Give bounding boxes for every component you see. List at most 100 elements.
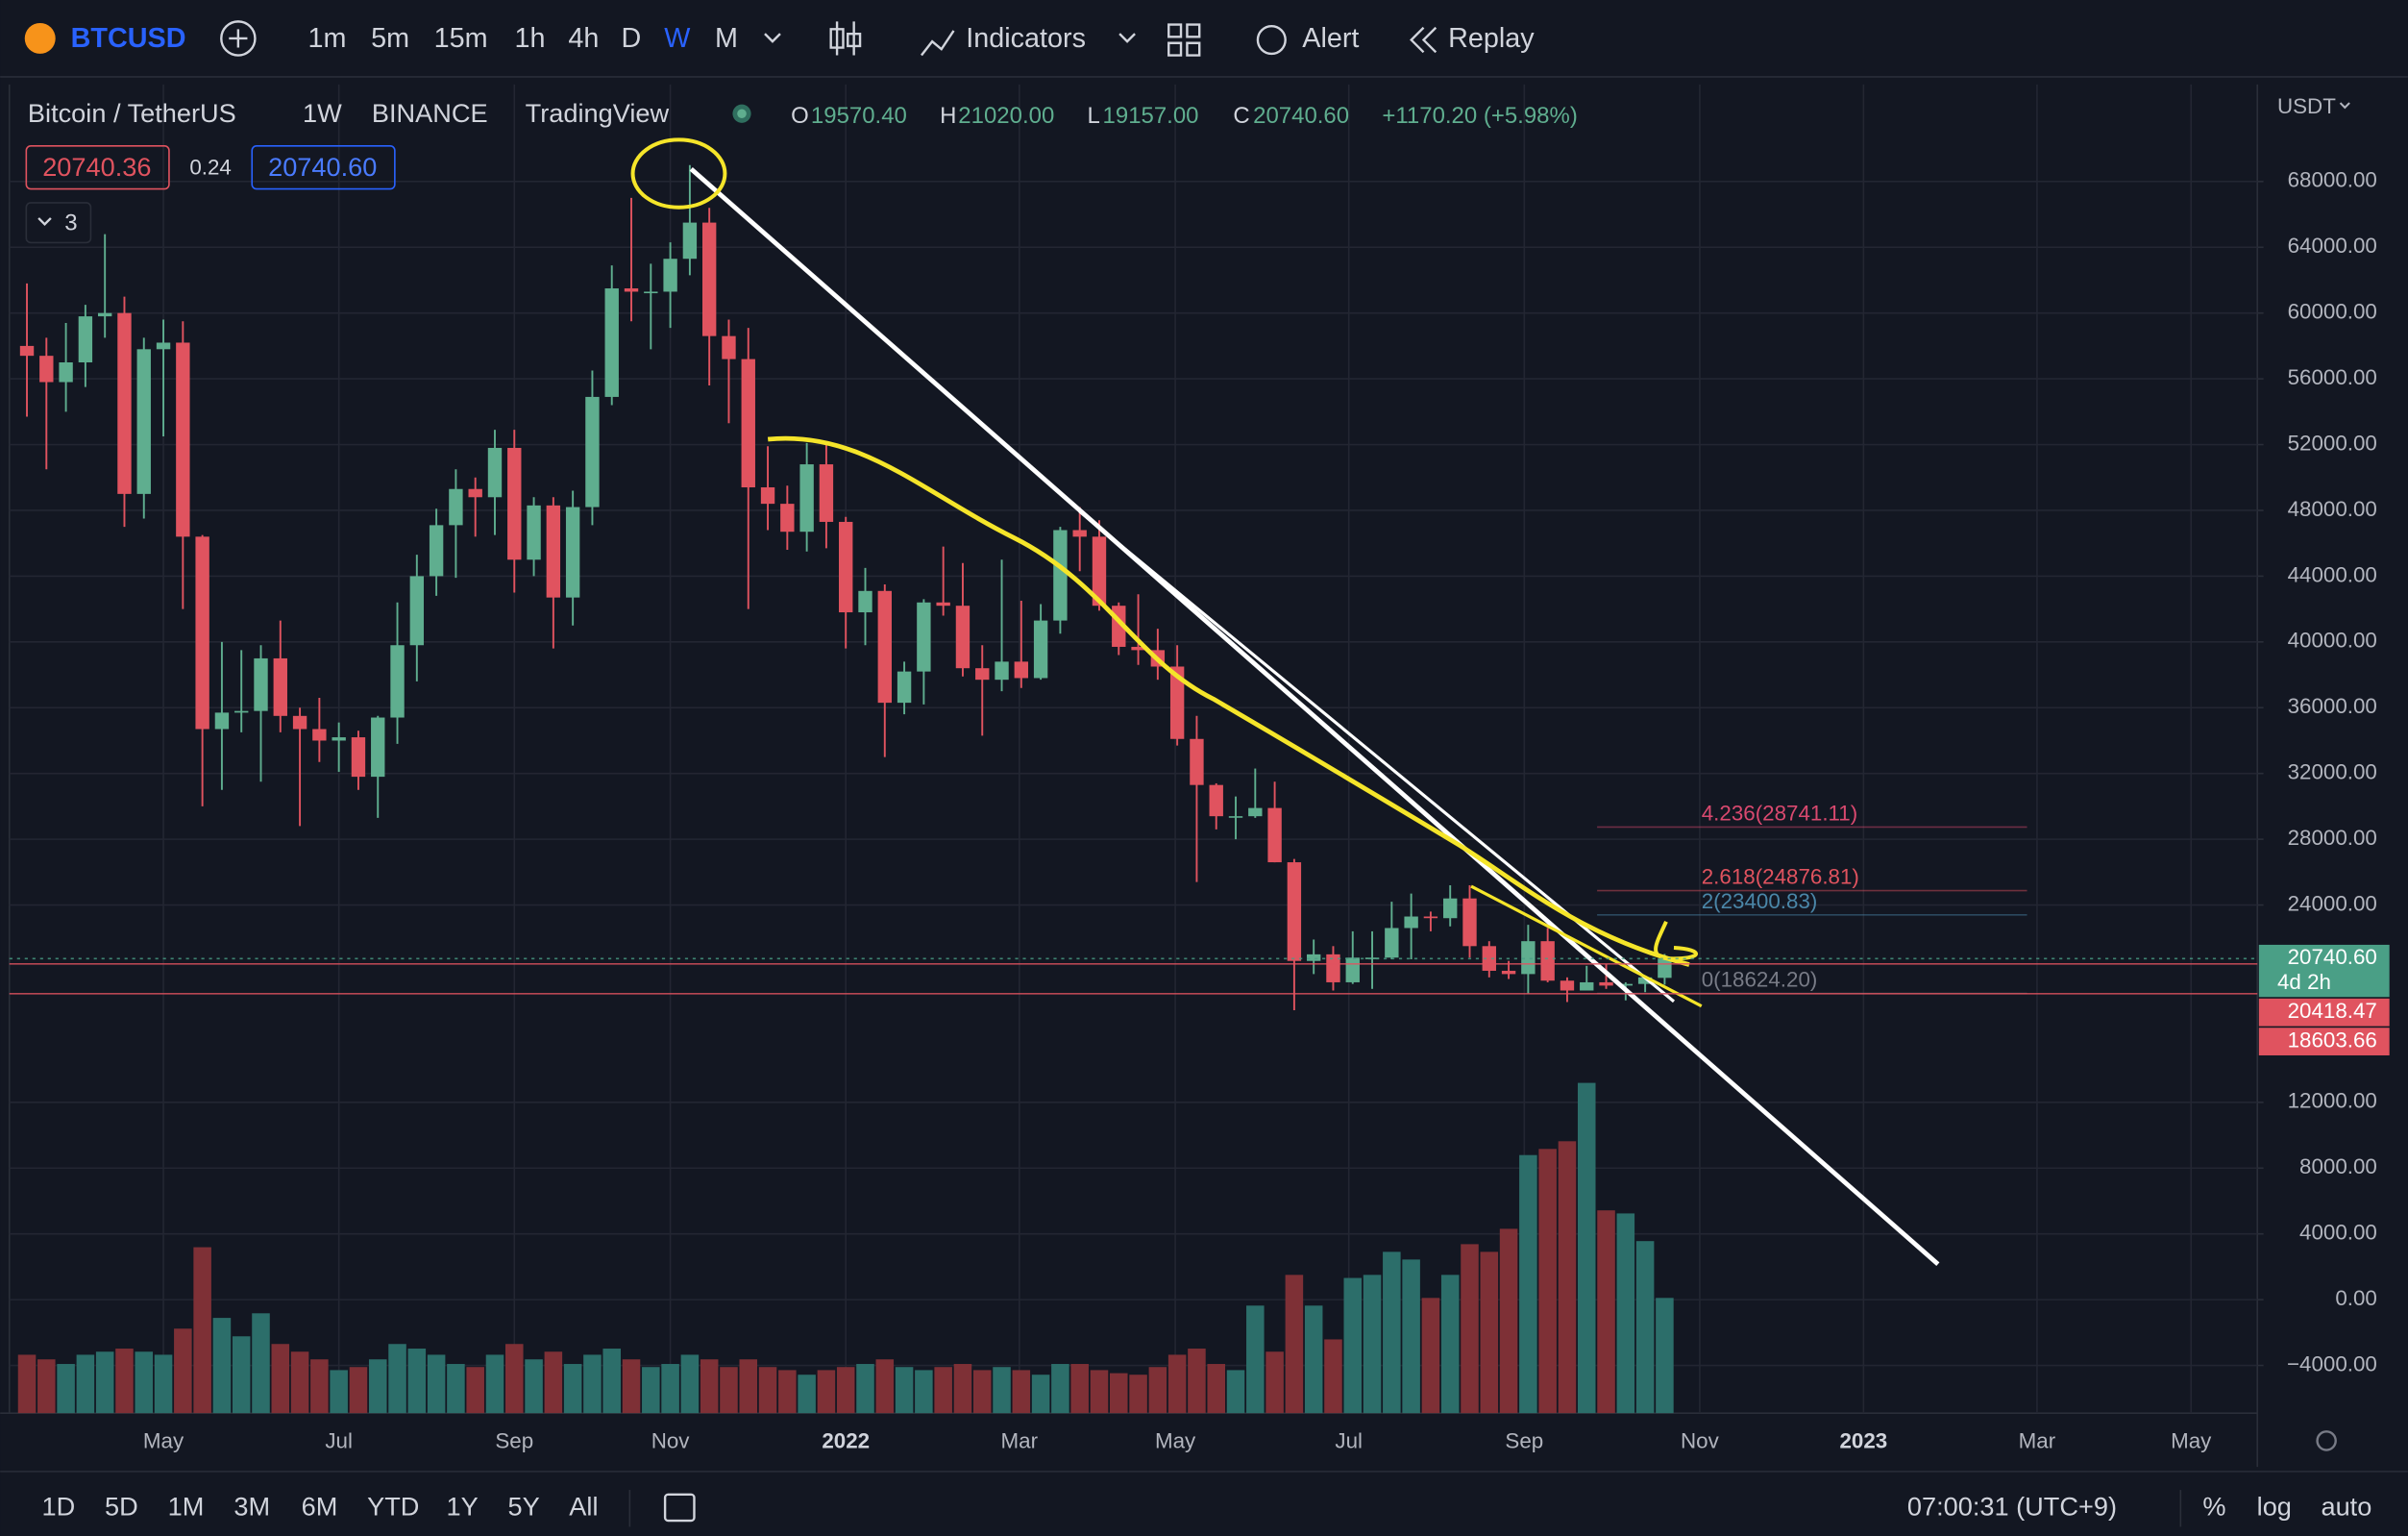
spread: 0.24 bbox=[189, 156, 232, 180]
range-button[interactable]: 5D bbox=[105, 1491, 138, 1521]
dropdown-icon[interactable] bbox=[764, 33, 781, 43]
indicators-toggle[interactable] bbox=[25, 202, 92, 244]
volume-bar bbox=[602, 1349, 621, 1414]
candle-body bbox=[429, 525, 444, 577]
candle-body bbox=[546, 505, 561, 598]
ask-box[interactable] bbox=[251, 145, 396, 190]
volume-bar bbox=[388, 1344, 406, 1414]
log-toggle[interactable]: log bbox=[2257, 1491, 2292, 1521]
candle-body bbox=[1423, 916, 1438, 919]
volume-bar bbox=[934, 1367, 952, 1414]
fib-label: 2(23400.83) bbox=[1702, 889, 1818, 913]
legend: Bitcoin / TetherUS 1W BINANCE TradingVie… bbox=[25, 98, 1578, 244]
axes: 68000.00 64000.00 60000.00 56000.00 52000.00… bbox=[143, 168, 2377, 1453]
hand-drawn-curve[interactable] bbox=[767, 435, 1690, 967]
candle-body bbox=[624, 288, 639, 292]
market-status-dot bbox=[737, 109, 747, 119]
price-label: 18603.66 bbox=[2288, 1028, 2377, 1053]
candle-body bbox=[1053, 530, 1068, 621]
candle-body bbox=[136, 349, 151, 494]
percent-toggle[interactable]: % bbox=[2202, 1491, 2225, 1521]
dropdown-icon[interactable] bbox=[1118, 33, 1136, 43]
x-tick-label: Nov bbox=[651, 1428, 691, 1452]
settings-icon[interactable] bbox=[2316, 1430, 2337, 1451]
price-label: 20418.47 bbox=[2288, 999, 2377, 1023]
candle-body bbox=[995, 661, 1009, 681]
interval[interactable]: 1h bbox=[514, 23, 545, 54]
volume-bar bbox=[622, 1359, 641, 1414]
candle-body bbox=[468, 488, 482, 498]
range-button[interactable]: YTD bbox=[367, 1491, 419, 1521]
interval[interactable]: 1m bbox=[308, 23, 347, 54]
range-button[interactable]: 1Y bbox=[447, 1491, 479, 1521]
interval-active[interactable]: W bbox=[664, 23, 691, 54]
range-button[interactable]: All bbox=[569, 1491, 598, 1521]
interval[interactable]: 4h bbox=[568, 23, 599, 54]
candle-body bbox=[1306, 954, 1321, 961]
volume-bar bbox=[485, 1354, 504, 1414]
clock[interactable]: 07:00:31 (UTC+9) bbox=[1907, 1491, 2117, 1521]
candle-body bbox=[682, 222, 698, 260]
volume-bar bbox=[915, 1370, 933, 1414]
volume-bar bbox=[1558, 1141, 1577, 1414]
interval[interactable]: D bbox=[622, 23, 642, 54]
indicators-button[interactable]: Indicators bbox=[966, 23, 1086, 54]
volume-bar bbox=[817, 1370, 836, 1414]
btc-icon bbox=[24, 22, 56, 54]
volume-bar bbox=[37, 1359, 56, 1414]
volume-bar bbox=[1304, 1305, 1323, 1414]
candle-body bbox=[1131, 646, 1145, 651]
chart-type-icon[interactable] bbox=[829, 21, 862, 56]
candle-body bbox=[78, 316, 93, 363]
candle-body bbox=[332, 737, 346, 741]
auto-toggle[interactable]: auto bbox=[2321, 1491, 2371, 1521]
legend-interval: 1W bbox=[303, 98, 342, 128]
y-tick-label: 40000.00 bbox=[2288, 629, 2377, 653]
volume-bar bbox=[1207, 1364, 1225, 1414]
range-button[interactable]: 5Y bbox=[507, 1491, 539, 1521]
volume-bar bbox=[1188, 1349, 1206, 1414]
x-tick-label: Mar bbox=[1001, 1428, 1039, 1452]
volume-bar bbox=[1167, 1354, 1187, 1414]
symbol[interactable]: BTCUSD bbox=[71, 23, 186, 54]
ohlc-change: +1170.20 (+5.98%) bbox=[1382, 103, 1577, 129]
volume-bar bbox=[1616, 1213, 1635, 1414]
candle-body bbox=[254, 657, 268, 711]
volume-bar bbox=[583, 1354, 602, 1414]
candle-body bbox=[936, 602, 950, 607]
volume-bar bbox=[505, 1344, 524, 1414]
range-button[interactable]: 3M bbox=[233, 1491, 270, 1521]
ask[interactable]: 20740.60 bbox=[268, 152, 377, 182]
volume-bar bbox=[57, 1364, 75, 1414]
hand-drawn-mark[interactable] bbox=[1654, 920, 1698, 961]
replay-button[interactable]: Replay bbox=[1448, 23, 1535, 54]
ohlc-key: L bbox=[1088, 103, 1100, 129]
grid bbox=[9, 84, 2258, 1414]
volume-bar bbox=[680, 1354, 700, 1414]
volume-bar bbox=[1499, 1228, 1518, 1414]
hand-drawn-line[interactable] bbox=[1470, 884, 1703, 1008]
interval[interactable]: 15m bbox=[434, 23, 488, 54]
range-button[interactable]: 6M bbox=[302, 1491, 338, 1521]
volume-bar bbox=[330, 1370, 348, 1414]
date-range-icon[interactable] bbox=[663, 1493, 696, 1523]
bid-box[interactable] bbox=[25, 145, 170, 190]
candle-body bbox=[214, 712, 230, 730]
alert-button[interactable]: Alert bbox=[1302, 23, 1359, 54]
range-button[interactable]: 1M bbox=[168, 1491, 205, 1521]
candle-body bbox=[351, 737, 366, 778]
bid[interactable]: 20740.36 bbox=[42, 152, 151, 182]
interval[interactable]: 5m bbox=[371, 23, 409, 54]
currency[interactable]: USDT bbox=[2277, 94, 2336, 118]
highlight-circle[interactable] bbox=[630, 137, 727, 210]
add-symbol[interactable] bbox=[220, 20, 257, 57]
range-button[interactable]: 1D bbox=[42, 1491, 76, 1521]
interval[interactable]: M bbox=[715, 23, 738, 54]
candle-body bbox=[39, 356, 54, 383]
candle-body bbox=[371, 717, 385, 778]
y-tick-label: 56000.00 bbox=[2288, 365, 2377, 389]
layout-icon[interactable] bbox=[1167, 23, 1201, 57]
trend-line[interactable] bbox=[689, 166, 1940, 1266]
y-tick-label: 60000.00 bbox=[2288, 300, 2377, 324]
